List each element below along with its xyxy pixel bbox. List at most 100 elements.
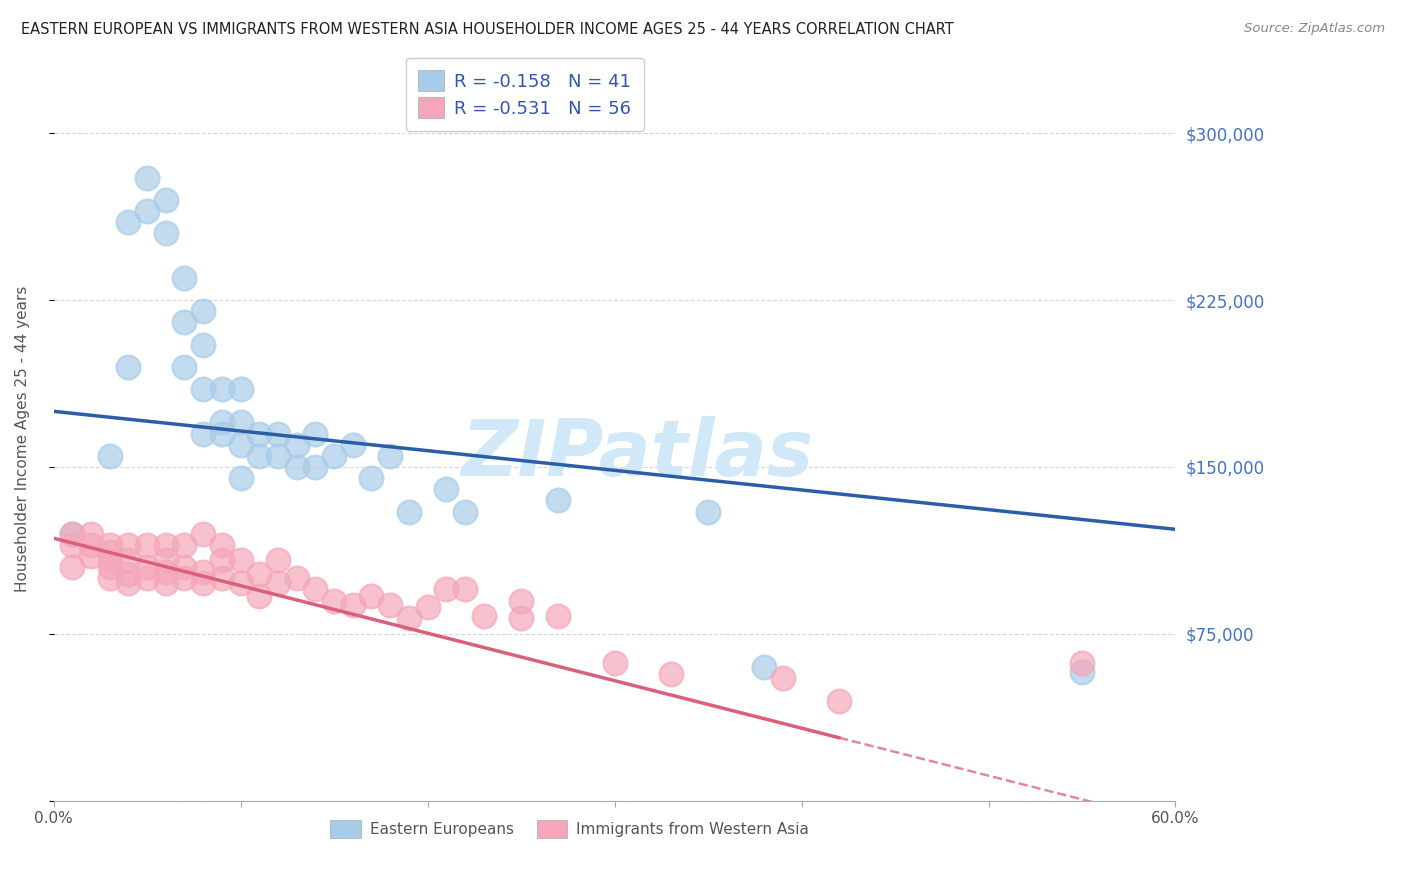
Point — [752, 660, 775, 674]
Point — [247, 449, 270, 463]
Point — [659, 667, 682, 681]
Point — [304, 426, 326, 441]
Point — [60, 526, 83, 541]
Point — [193, 526, 215, 541]
Point — [98, 449, 121, 463]
Point — [136, 204, 159, 219]
Point — [211, 571, 233, 585]
Point — [193, 565, 215, 579]
Point — [247, 566, 270, 581]
Point — [304, 460, 326, 475]
Point — [80, 549, 103, 563]
Point — [229, 553, 252, 567]
Point — [416, 600, 439, 615]
Point — [342, 598, 364, 612]
Point — [117, 553, 139, 567]
Legend: Eastern Europeans, Immigrants from Western Asia: Eastern Europeans, Immigrants from Weste… — [323, 814, 815, 844]
Point — [229, 416, 252, 430]
Point — [1071, 656, 1094, 670]
Point — [136, 538, 159, 552]
Point — [155, 575, 177, 590]
Point — [117, 215, 139, 229]
Point — [211, 538, 233, 552]
Point — [360, 589, 382, 603]
Point — [211, 382, 233, 396]
Point — [193, 575, 215, 590]
Point — [155, 226, 177, 240]
Point — [285, 571, 308, 585]
Point — [454, 582, 477, 597]
Point — [267, 553, 290, 567]
Point — [323, 449, 346, 463]
Point — [98, 544, 121, 558]
Point — [173, 538, 195, 552]
Point — [193, 337, 215, 351]
Point — [323, 593, 346, 607]
Point — [155, 538, 177, 552]
Point — [380, 598, 402, 612]
Point — [173, 560, 195, 574]
Point — [98, 571, 121, 585]
Point — [211, 426, 233, 441]
Point — [98, 553, 121, 567]
Point — [547, 609, 569, 624]
Point — [510, 593, 533, 607]
Y-axis label: Householder Income Ages 25 - 44 years: Householder Income Ages 25 - 44 years — [15, 286, 30, 592]
Point — [117, 359, 139, 374]
Point — [117, 538, 139, 552]
Point — [285, 460, 308, 475]
Point — [398, 504, 420, 518]
Point — [697, 504, 720, 518]
Point — [454, 504, 477, 518]
Point — [380, 449, 402, 463]
Point — [98, 560, 121, 574]
Point — [772, 672, 794, 686]
Point — [80, 526, 103, 541]
Point — [304, 582, 326, 597]
Point — [117, 575, 139, 590]
Point — [229, 471, 252, 485]
Point — [510, 611, 533, 625]
Point — [173, 315, 195, 329]
Point — [267, 426, 290, 441]
Point — [193, 304, 215, 318]
Point — [193, 426, 215, 441]
Point — [173, 270, 195, 285]
Point — [267, 449, 290, 463]
Point — [547, 493, 569, 508]
Point — [136, 560, 159, 574]
Point — [472, 609, 495, 624]
Point — [342, 438, 364, 452]
Point — [173, 571, 195, 585]
Point — [98, 538, 121, 552]
Point — [155, 565, 177, 579]
Point — [603, 656, 626, 670]
Point — [247, 589, 270, 603]
Point — [155, 193, 177, 207]
Point — [136, 571, 159, 585]
Point — [173, 359, 195, 374]
Point — [229, 438, 252, 452]
Point — [80, 538, 103, 552]
Point — [267, 575, 290, 590]
Point — [155, 553, 177, 567]
Point — [193, 382, 215, 396]
Point — [211, 553, 233, 567]
Point — [60, 526, 83, 541]
Point — [360, 471, 382, 485]
Text: ZIPatlas: ZIPatlas — [461, 416, 813, 491]
Point — [60, 560, 83, 574]
Point — [229, 382, 252, 396]
Point — [211, 416, 233, 430]
Text: EASTERN EUROPEAN VS IMMIGRANTS FROM WESTERN ASIA HOUSEHOLDER INCOME AGES 25 - 44: EASTERN EUROPEAN VS IMMIGRANTS FROM WEST… — [21, 22, 953, 37]
Point — [828, 694, 851, 708]
Point — [398, 611, 420, 625]
Point — [117, 566, 139, 581]
Point — [1071, 665, 1094, 679]
Point — [434, 482, 457, 496]
Point — [247, 426, 270, 441]
Point — [136, 170, 159, 185]
Text: Source: ZipAtlas.com: Source: ZipAtlas.com — [1244, 22, 1385, 36]
Point — [60, 538, 83, 552]
Point — [434, 582, 457, 597]
